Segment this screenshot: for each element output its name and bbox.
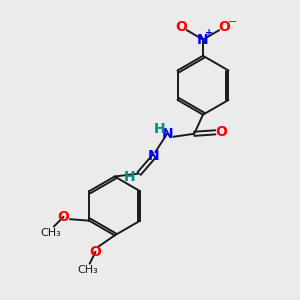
Text: H: H (124, 170, 136, 184)
Text: +: + (206, 28, 214, 38)
Text: N: N (148, 149, 160, 164)
Text: O: O (90, 245, 101, 259)
Text: O: O (58, 210, 70, 224)
Text: H: H (154, 122, 165, 136)
Text: CH₃: CH₃ (40, 228, 61, 238)
Text: −: − (228, 17, 237, 27)
Text: O: O (176, 20, 188, 34)
Text: CH₃: CH₃ (78, 265, 98, 275)
Text: O: O (215, 125, 227, 139)
Text: N: N (197, 33, 209, 46)
Text: O: O (219, 20, 230, 34)
Text: N: N (161, 127, 173, 141)
